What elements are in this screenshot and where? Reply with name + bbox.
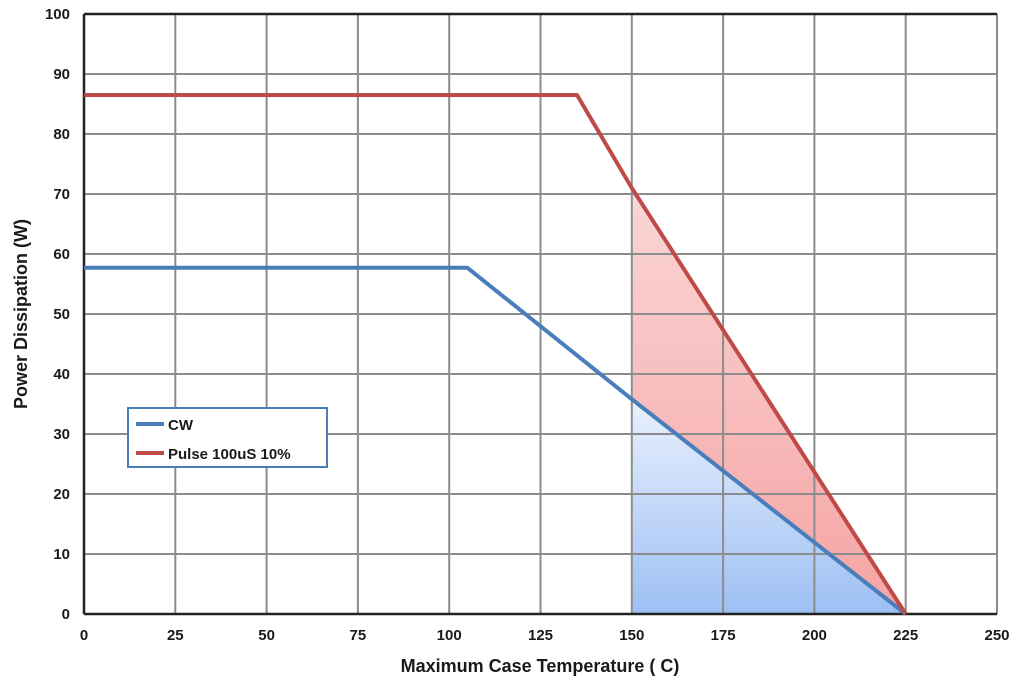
series-line-pulse — [84, 93, 908, 616]
x-tick-label: 150 — [619, 627, 644, 644]
y-tick-label: 0 — [62, 606, 70, 623]
legend-label-cw: CW — [168, 417, 194, 434]
x-tick-label: 75 — [350, 627, 367, 644]
legend-label-pulse: Pulse 100uS 10% — [168, 446, 291, 463]
x-tick-labels: 0 25 50 75 100 125 150 175 200 225 250 — [80, 627, 1010, 644]
x-axis-label: Maximum Case Temperature ( C) — [401, 656, 680, 676]
y-tick-label: 10 — [53, 546, 70, 563]
y-tick-label: 30 — [53, 426, 70, 443]
y-tick-labels: 0 10 20 30 40 50 60 70 80 90 100 — [45, 6, 70, 623]
gridlines — [82, 12, 998, 616]
y-tick-label: 20 — [53, 486, 70, 503]
y-tick-label: 60 — [53, 246, 70, 263]
x-tick-label: 0 — [80, 627, 88, 644]
y-axis-label: Power Dissipation (W) — [11, 219, 31, 409]
x-tick-label: 250 — [984, 627, 1009, 644]
x-tick-label: 225 — [893, 627, 918, 644]
y-tick-label: 90 — [53, 66, 70, 83]
series-lines — [84, 93, 908, 616]
y-tick-label: 80 — [53, 126, 70, 143]
y-tick-label: 70 — [53, 186, 70, 203]
x-tick-label: 175 — [711, 627, 736, 644]
x-tick-label: 25 — [167, 627, 184, 644]
legend: CW Pulse 100uS 10% — [127, 407, 328, 468]
legend-box — [127, 407, 328, 468]
x-tick-label: 50 — [258, 627, 275, 644]
x-tick-label: 125 — [528, 627, 553, 644]
series-line-cw — [84, 265, 907, 616]
y-tick-label: 50 — [53, 306, 70, 323]
y-tick-label: 100 — [45, 6, 70, 23]
x-tick-label: 200 — [802, 627, 827, 644]
y-tick-label: 40 — [53, 366, 70, 383]
x-tick-label: 100 — [437, 627, 462, 644]
